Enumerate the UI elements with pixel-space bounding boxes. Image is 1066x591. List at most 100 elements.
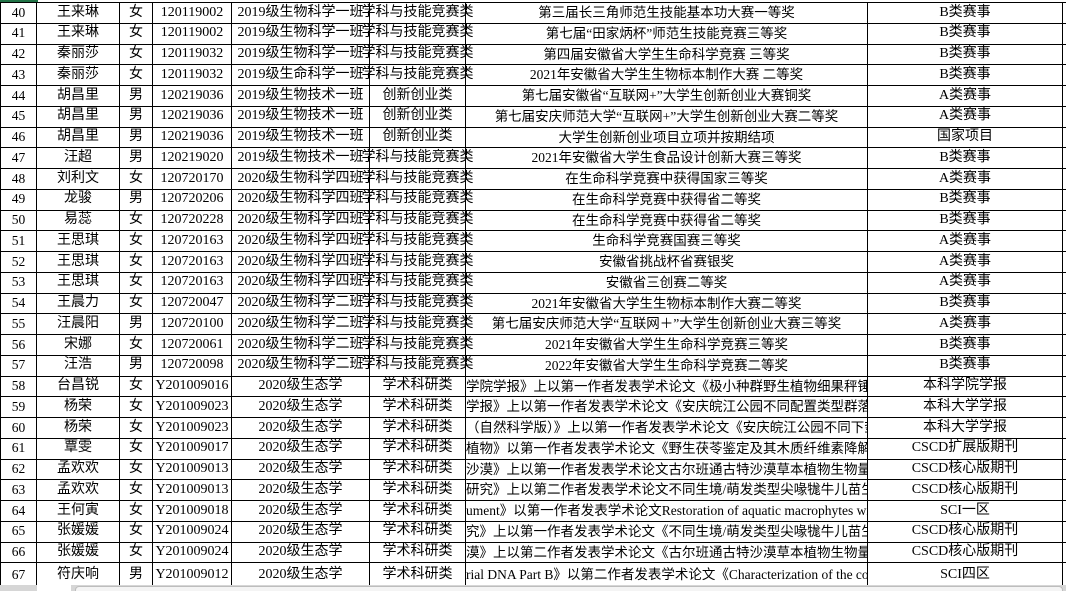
cell-row-number[interactable]: 51	[0, 231, 37, 252]
cell-class[interactable]: 2019级生物技术一班	[232, 127, 370, 149]
cell-award[interactable]: SCI四区	[868, 563, 1063, 587]
cell-category[interactable]: 学术科研类	[370, 501, 466, 522]
cell-row-number[interactable]: 41	[0, 23, 37, 45]
cell-next-column-sliver[interactable]	[1063, 86, 1066, 107]
cell-gender[interactable]: 女	[120, 169, 153, 190]
cell-award[interactable]: B类赛事	[868, 293, 1063, 315]
cell-gender[interactable]: 女	[120, 65, 153, 86]
cell-gender[interactable]: 男	[120, 563, 153, 587]
cell-award[interactable]: 本科学院学报	[868, 376, 1063, 398]
cell-student-id[interactable]: 120219036	[153, 86, 232, 107]
cell-name[interactable]: 孟欢欢	[37, 459, 120, 481]
cell-next-column-sliver[interactable]	[1063, 314, 1066, 335]
cell-achievement[interactable]: 植物》以第一作者发表学术论文《野生茯苓鉴定及其木质纤维素降解酶	[466, 438, 868, 460]
cell-next-column-sliver[interactable]	[1063, 169, 1066, 190]
cell-award[interactable]: B类赛事	[868, 3, 1063, 24]
cell-row-number[interactable]: 44	[0, 86, 37, 107]
cell-student-id[interactable]: 120119002	[153, 3, 232, 24]
cell-gender[interactable]: 男	[120, 106, 153, 128]
cell-next-column-sliver[interactable]	[1063, 65, 1066, 86]
cell-student-id[interactable]: 120720163	[153, 272, 232, 294]
cell-class[interactable]: 2020级生态学	[232, 501, 370, 522]
cell-student-id[interactable]: 120720098	[153, 355, 232, 377]
cell-row-number[interactable]: 62	[0, 459, 37, 481]
cell-category[interactable]: 学科与技能竞赛类	[362, 252, 474, 273]
cell-class[interactable]: 2019级生物科学一班	[232, 44, 370, 66]
cell-achievement[interactable]: 2022年安徽省大学生生命科学竞赛二等奖	[466, 355, 868, 377]
cell-class[interactable]: 2020级生态学	[232, 438, 370, 460]
cell-row-number[interactable]: 53	[0, 272, 37, 294]
cell-class[interactable]: 2019级生物技术一班	[232, 148, 370, 169]
cell-award[interactable]: B类赛事	[868, 65, 1063, 86]
cell-award[interactable]: CSCD核心版期刊	[868, 480, 1063, 501]
cell-next-column-sliver[interactable]	[1063, 522, 1066, 543]
cell-category[interactable]: 学术科研类	[370, 397, 466, 418]
cell-row-number[interactable]: 55	[0, 314, 37, 335]
cell-class[interactable]: 2020级生物科学四班	[232, 231, 370, 252]
cell-gender[interactable]: 女	[120, 335, 153, 356]
cell-student-id[interactable]: Y201009018	[153, 501, 232, 522]
cell-award[interactable]: CSCD扩展版期刊	[868, 438, 1063, 460]
cell-gender[interactable]: 女	[120, 210, 153, 232]
cell-category[interactable]: 学科与技能竞赛类	[362, 314, 474, 335]
cell-gender[interactable]: 女	[120, 3, 153, 24]
cell-row-number[interactable]: 46	[0, 127, 37, 149]
cell-class[interactable]: 2020级生物科学四班	[232, 169, 370, 190]
cell-achievement[interactable]: 在生命科学竞赛中获得省二等奖	[466, 189, 868, 211]
cell-award[interactable]: B类赛事	[868, 23, 1063, 45]
cell-name[interactable]: 张媛媛	[37, 542, 120, 564]
cell-award[interactable]: A类赛事	[868, 314, 1063, 335]
cell-student-id[interactable]: 120720061	[153, 335, 232, 356]
cell-category[interactable]: 学科与技能竞赛类	[362, 65, 474, 86]
cell-award[interactable]: A类赛事	[868, 252, 1063, 273]
cell-row-number[interactable]: 63	[0, 480, 37, 501]
cell-student-id[interactable]: Y201009023	[153, 397, 232, 418]
cell-category[interactable]: 学术科研类	[370, 459, 466, 481]
cell-student-id[interactable]: 120720206	[153, 189, 232, 211]
cell-award[interactable]: CSCD核心版期刊	[868, 459, 1063, 481]
cell-achievement[interactable]: 第七届“田家炳杯”师范生技能竞赛三等奖	[466, 23, 868, 45]
cell-student-id[interactable]: 120720228	[153, 210, 232, 232]
cell-achievement[interactable]: 究》上以第一作者发表学术论文《不同生境/萌发类型尖喙牻牛儿苗生物	[466, 521, 868, 543]
cell-next-column-sliver[interactable]	[1063, 356, 1066, 377]
cell-row-number[interactable]: 40	[0, 3, 37, 24]
cell-gender[interactable]: 男	[120, 127, 153, 149]
cell-class[interactable]: 2020级生态学	[232, 563, 370, 587]
cell-name[interactable]: 覃雯	[37, 438, 120, 460]
cell-row-number[interactable]: 52	[0, 252, 37, 273]
cell-gender[interactable]: 男	[120, 314, 153, 335]
cell-row-number[interactable]: 57	[0, 355, 37, 377]
cell-category[interactable]: 学科与技能竞赛类	[362, 355, 474, 377]
cell-name[interactable]: 符庆响	[37, 563, 120, 587]
cell-next-column-sliver[interactable]	[1063, 501, 1066, 522]
cell-achievement[interactable]: 学院学报》上以第一作者发表学术论文《极小种群野生植物细果秤锤树	[466, 376, 868, 398]
cell-gender[interactable]: 女	[120, 438, 153, 460]
cell-achievement[interactable]: 安徽省三创赛二等奖	[466, 272, 868, 294]
cell-category[interactable]: 学科与技能竞赛类	[362, 272, 474, 294]
cell-next-column-sliver[interactable]	[1063, 460, 1066, 481]
cell-award[interactable]: CSCD核心版期刊	[868, 542, 1063, 564]
cell-next-column-sliver[interactable]	[1063, 148, 1066, 169]
cell-achievement[interactable]: 2021年安徽省大学生生物标本制作大赛 二等奖	[466, 65, 868, 86]
cell-award[interactable]: B类赛事	[868, 44, 1063, 66]
cell-category[interactable]: 创新创业类	[370, 86, 466, 107]
cell-next-column-sliver[interactable]	[1063, 294, 1066, 315]
cell-class[interactable]: 2020级生物科学二班	[232, 355, 370, 377]
cell-student-id[interactable]: 120119002	[153, 23, 232, 45]
cell-row-number[interactable]: 58	[0, 376, 37, 398]
cell-class[interactable]: 2020级生物科学二班	[232, 314, 370, 335]
cell-row-number[interactable]: 67	[0, 563, 37, 587]
cell-achievement[interactable]: 第七届安徽省“互联网+”大学生创新创业大赛铜奖	[466, 86, 868, 107]
cell-name[interactable]: 秦丽莎	[37, 44, 120, 66]
cell-gender[interactable]: 女	[120, 252, 153, 273]
cell-category[interactable]: 学术科研类	[370, 521, 466, 543]
cell-student-id[interactable]: 120720100	[153, 314, 232, 335]
cell-category[interactable]: 学科与技能竞赛类	[362, 44, 474, 66]
cell-gender[interactable]: 女	[120, 521, 153, 543]
cell-name[interactable]: 宋娜	[37, 335, 120, 356]
cell-row-number[interactable]: 56	[0, 335, 37, 356]
cell-class[interactable]: 2020级生物科学二班	[232, 335, 370, 356]
cell-next-column-sliver[interactable]	[1063, 45, 1066, 66]
cell-name[interactable]: 王思琪	[37, 272, 120, 294]
cell-name[interactable]: 王思琪	[37, 252, 120, 273]
